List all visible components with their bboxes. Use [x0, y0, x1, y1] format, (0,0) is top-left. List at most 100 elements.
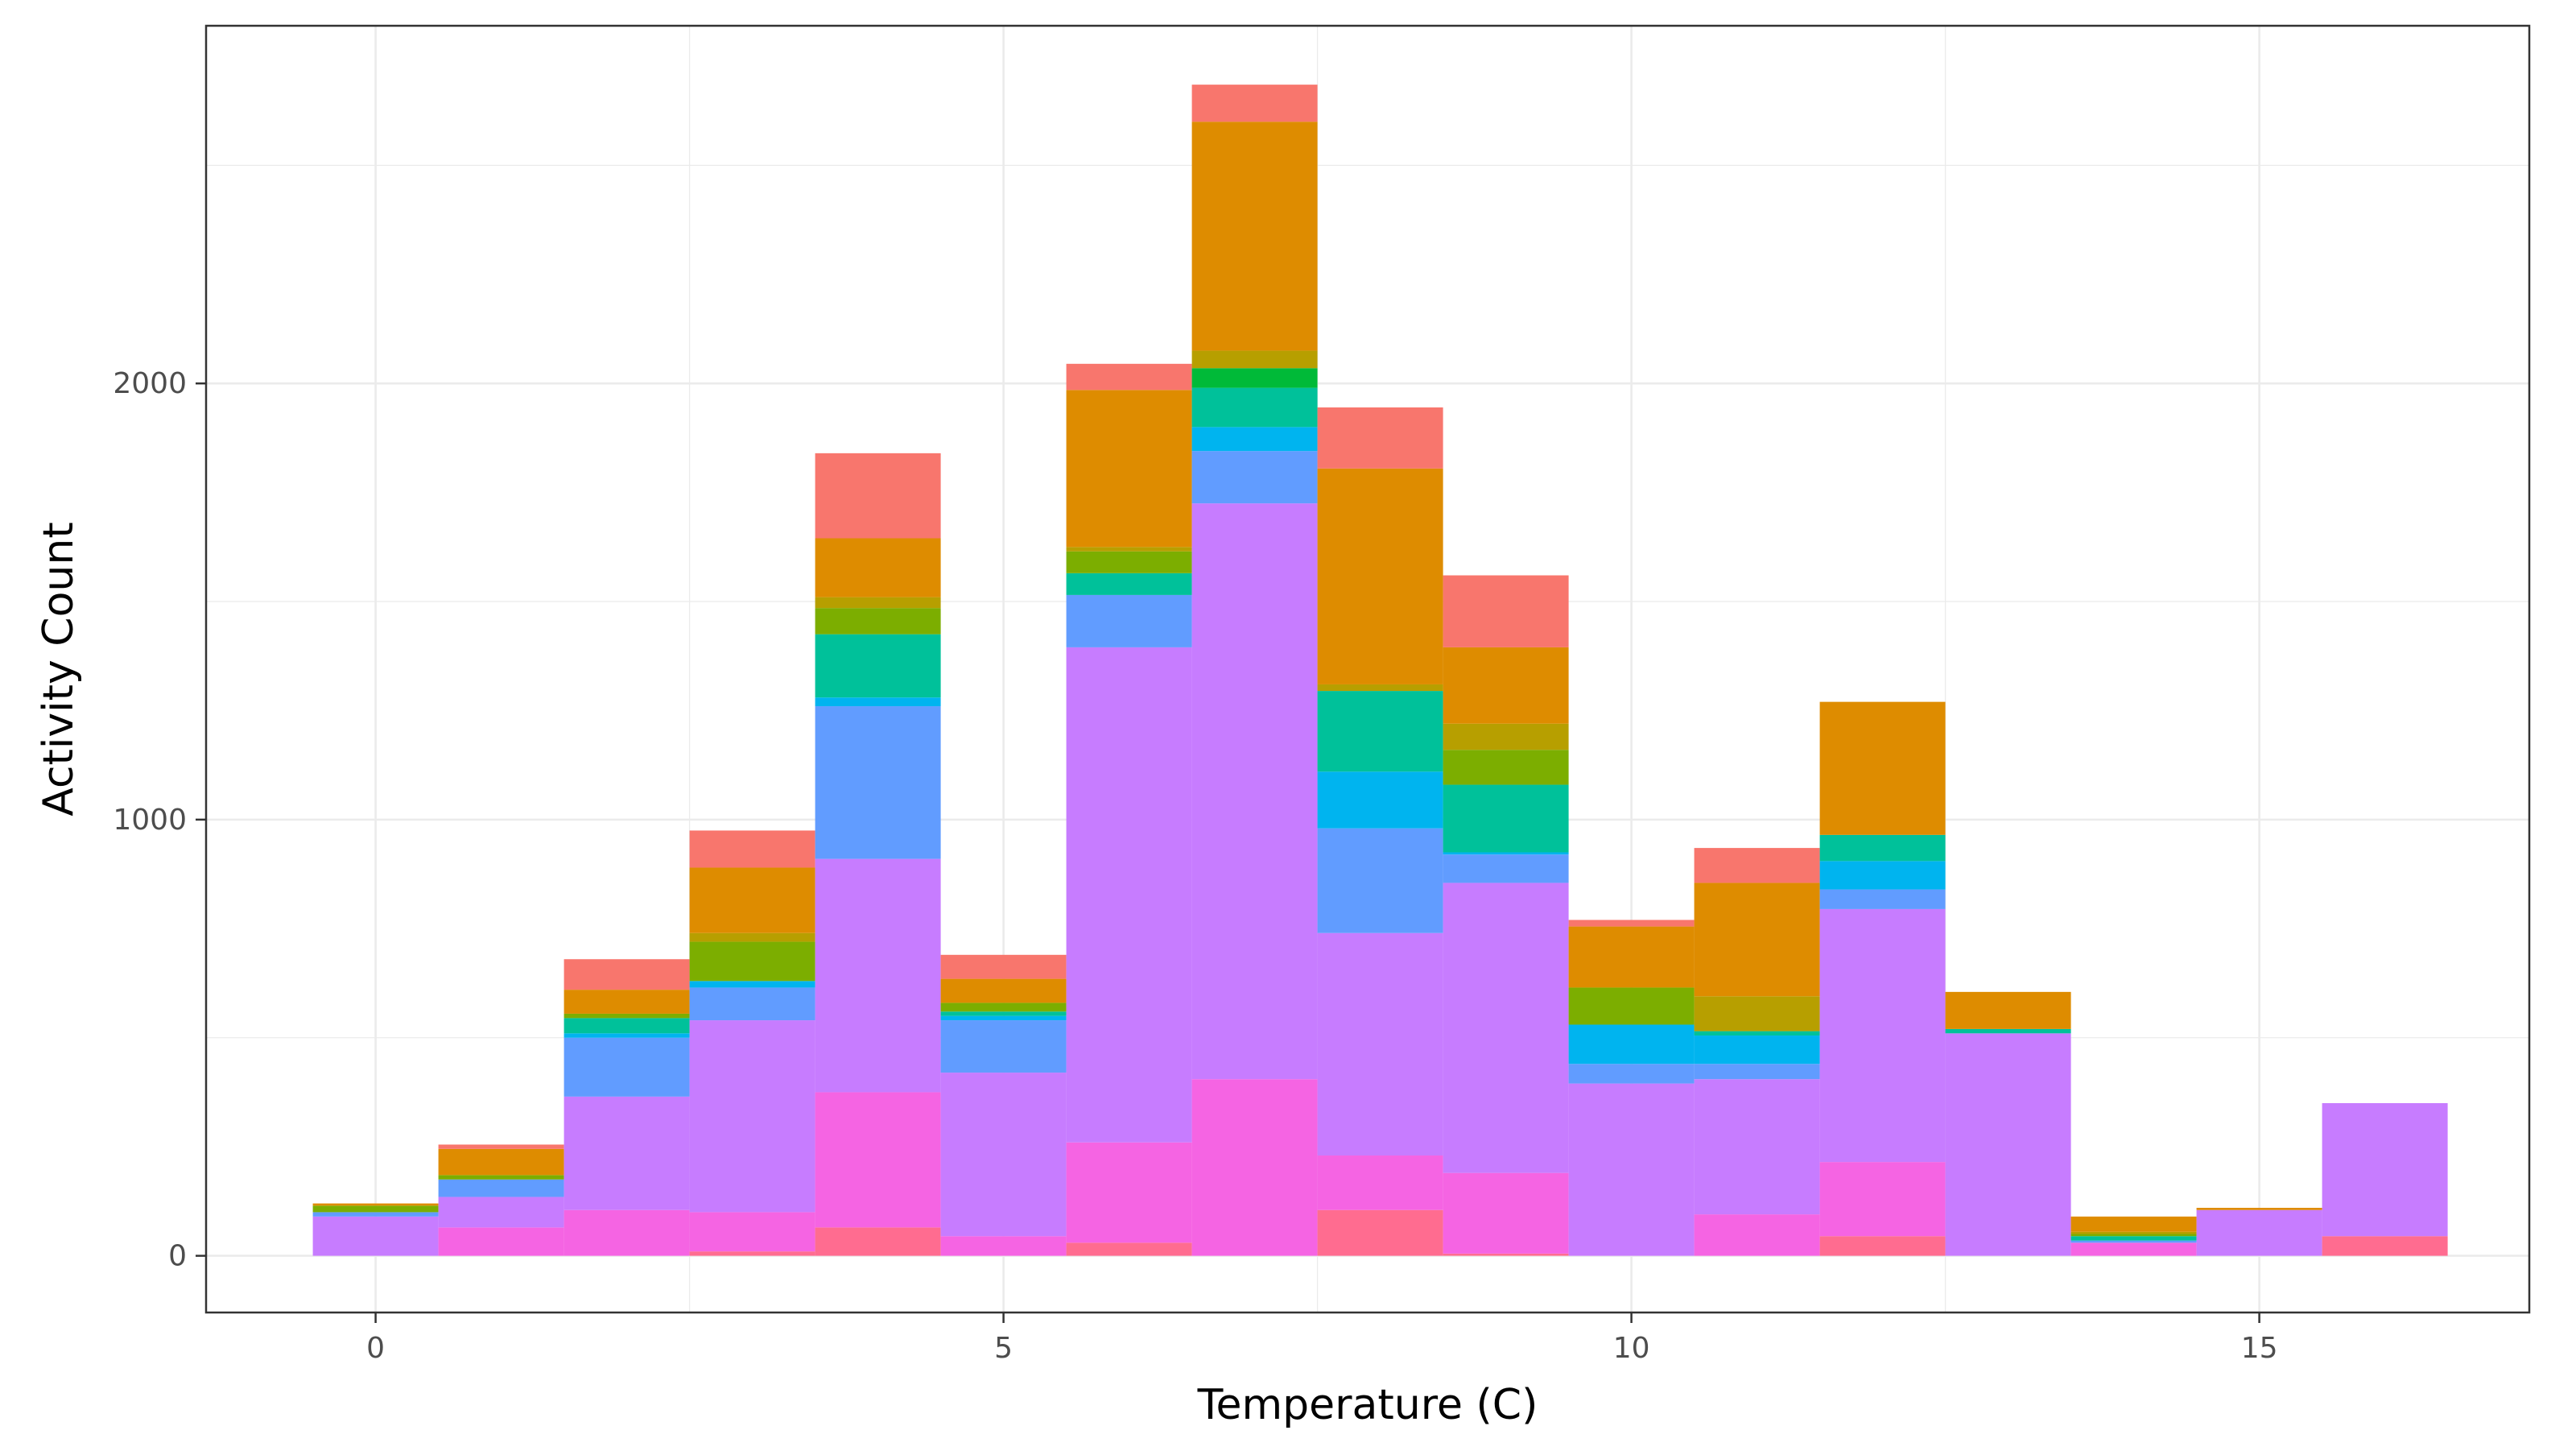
bar-segment	[312, 1216, 439, 1256]
bar-segment	[1568, 926, 1695, 988]
bar-segment	[815, 1227, 941, 1256]
bar-segment	[1191, 427, 1318, 452]
bar-segment	[1819, 889, 1946, 909]
bar-segment	[1317, 1155, 1443, 1210]
bar-segment	[564, 1209, 690, 1256]
plot-panel-border	[204, 24, 2531, 1314]
y-axis: 0 1000 2000	[113, 367, 206, 1273]
bar-segment	[815, 697, 941, 707]
bar-stack	[438, 1144, 564, 1256]
bar-segment	[564, 990, 690, 1014]
y-tick-label: 0	[168, 1240, 187, 1273]
bar-segment	[1191, 1079, 1318, 1256]
bar-segment	[1066, 547, 1192, 552]
bar-segment	[1945, 991, 2071, 1029]
bar-segment	[815, 1092, 941, 1228]
bar-segment	[1066, 647, 1192, 1143]
bar-segment	[1443, 784, 1569, 853]
bar-segment	[940, 954, 1067, 979]
bar-stack	[1945, 991, 2071, 1256]
bar-segment	[1568, 920, 1695, 927]
bar-segment	[940, 1015, 1067, 1021]
bar-segment	[689, 941, 815, 982]
bar-stack	[312, 1203, 439, 1256]
bar-stack	[1694, 848, 1820, 1256]
bar-segment	[438, 1144, 564, 1149]
bar-segment	[940, 1236, 1067, 1256]
bar-segment	[815, 858, 941, 1093]
bar-segment	[940, 1020, 1067, 1073]
bar-segment	[815, 453, 941, 539]
bar-segment	[689, 1212, 815, 1252]
bar-segment	[1443, 883, 1569, 1173]
x-tick-label: 0	[366, 1332, 385, 1365]
bar-segment	[1191, 451, 1318, 504]
bar-stack	[2196, 1207, 2322, 1256]
bar-segment	[564, 1037, 690, 1097]
bar-segment	[1443, 647, 1569, 724]
bar-segment	[1694, 848, 1820, 883]
bar-segment	[312, 1203, 439, 1206]
bar-segment	[1191, 368, 1318, 388]
bar-segment	[312, 1205, 439, 1213]
bar-segment	[1317, 771, 1443, 829]
bar-segment	[564, 1096, 690, 1210]
bar-stack	[2070, 1216, 2197, 1256]
bar-segment	[1694, 1031, 1820, 1036]
x-axis: 0 5 10 15	[366, 1313, 2278, 1365]
bar-segment	[1066, 1242, 1192, 1256]
bar-segment	[1066, 363, 1192, 391]
bar-segment	[1066, 1142, 1192, 1243]
bar-segment	[940, 1011, 1067, 1016]
bar-segment	[564, 1018, 690, 1034]
bar-segment	[940, 978, 1067, 1003]
bar-stack	[1568, 920, 1695, 1256]
bar-segment	[1694, 1079, 1820, 1215]
bar-segment	[1443, 854, 1569, 883]
bar-segment	[815, 634, 941, 698]
bar-segment	[2196, 1209, 2322, 1256]
bar-segment	[1694, 996, 1820, 1031]
bar-segment	[1317, 828, 1443, 933]
bar-segment	[1819, 1236, 1946, 1256]
bar-segment	[689, 932, 815, 942]
bar-segment	[2070, 1234, 2197, 1237]
bar-segment	[1066, 594, 1192, 647]
bar-segment	[564, 959, 690, 990]
bar-segment	[1694, 1064, 1820, 1080]
bar-segment	[1819, 908, 1946, 1163]
bar-segment	[940, 1073, 1067, 1237]
bar-segment	[940, 1002, 1067, 1012]
bar-segment	[564, 1013, 690, 1019]
x-tick-label: 10	[1613, 1332, 1650, 1365]
bar-stack	[940, 954, 1067, 1256]
bar-stack	[1819, 701, 1946, 1256]
bar-segment	[2322, 1102, 2448, 1237]
bar-segment	[689, 830, 815, 868]
x-tick-label: 15	[2241, 1332, 2278, 1365]
bar-segment	[1568, 987, 1695, 1025]
bar-segment	[1443, 1253, 1569, 1256]
bar-stacks	[312, 85, 2448, 1256]
bar-segment	[1945, 1028, 2071, 1034]
bar-stack	[689, 830, 815, 1256]
bar-segment	[2070, 1236, 2197, 1241]
bar-segment	[1443, 723, 1569, 750]
bar-segment	[1066, 551, 1192, 573]
bar-segment	[1945, 1033, 2071, 1256]
bar-segment	[1317, 407, 1443, 469]
bar-segment	[1568, 1064, 1695, 1084]
bar-segment	[1317, 1209, 1443, 1256]
bar-stack	[1443, 575, 1569, 1256]
y-tick-label: 2000	[113, 367, 187, 400]
bar-stack	[564, 959, 690, 1256]
bar-segment	[1317, 932, 1443, 1155]
bar-segment	[312, 1212, 439, 1217]
bar-segment	[1191, 503, 1318, 1080]
bar-segment	[1191, 387, 1318, 428]
bar-segment	[1317, 468, 1443, 684]
y-tick-label: 1000	[113, 804, 187, 837]
bar-segment	[2070, 1216, 2197, 1232]
bar-segment	[815, 706, 941, 859]
bar-segment	[1819, 1162, 1946, 1237]
